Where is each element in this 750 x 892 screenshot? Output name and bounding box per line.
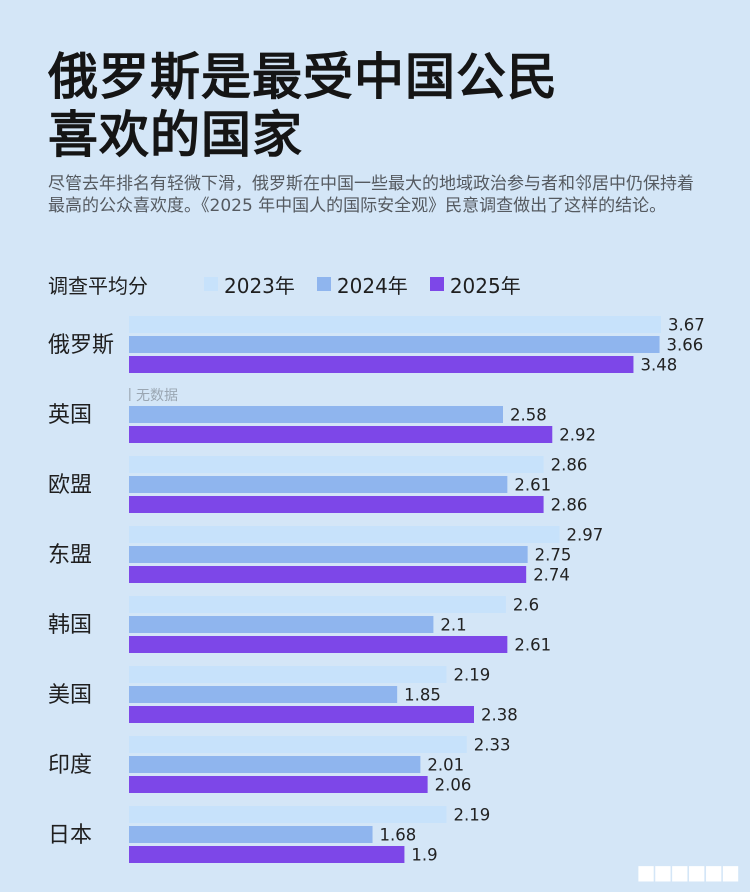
data-label: 2.86 <box>551 456 588 475</box>
bar-2025年 <box>129 566 527 583</box>
data-label: 2.19 <box>453 666 490 685</box>
legend-item-2023: 2023年 <box>204 270 295 299</box>
category-label: 俄罗斯 <box>48 333 114 358</box>
data-label: 2.75 <box>535 546 572 565</box>
legend-swatch-2024 <box>316 277 331 291</box>
data-label: 2.01 <box>427 756 464 775</box>
data-label: 1.85 <box>404 686 441 705</box>
no-data-marker <box>129 388 131 401</box>
bar-2023年 <box>129 736 467 753</box>
data-label: 2.97 <box>567 526 604 545</box>
data-label: 1.9 <box>411 846 437 865</box>
bar-2023年 <box>129 316 661 333</box>
data-label: 2.6 <box>513 596 539 615</box>
legend-swatch-2023 <box>204 277 218 291</box>
category-label: 东盟 <box>48 543 92 568</box>
title-line-1: 俄罗斯是最受中国公民 <box>48 48 558 106</box>
bar-2023年 <box>129 806 447 823</box>
data-label: 2.61 <box>514 476 551 495</box>
y-axis-label: 调查平均分 <box>48 273 148 298</box>
chart-subtitle: 尽管去年排名有轻微下滑，俄罗斯在中国一些最大的地域政治参与者和邻居中仍保持着最高… <box>48 174 694 216</box>
bar-2024年 <box>129 406 503 423</box>
bar-2024年 <box>129 476 508 493</box>
chart-title: 俄罗斯是最受中国公民 喜欢的国家 <box>48 48 558 164</box>
bar-2025年 <box>129 636 508 653</box>
data-label: 2.33 <box>474 736 511 755</box>
legend-item-2024: 2024年 <box>316 270 408 299</box>
data-label: 2.74 <box>533 566 570 585</box>
bar-chart: 俄罗斯3.673.663.48英国无数据2.582.92欧盟2.862.612.… <box>48 316 705 865</box>
bar-2023年 <box>129 596 506 613</box>
bar-2024年 <box>129 336 660 353</box>
category-label: 欧盟 <box>48 473 92 498</box>
bar-2024年 <box>129 686 398 703</box>
more-dots-icon[interactable]: ■■■■■■ <box>636 860 740 884</box>
data-label: 3.67 <box>668 316 705 335</box>
data-label: 2.86 <box>551 496 588 515</box>
data-label: 2.61 <box>514 636 551 655</box>
data-label: 2.1 <box>440 616 466 635</box>
bar-2023年 <box>129 456 544 473</box>
bar-2024年 <box>129 756 421 773</box>
category-label: 日本 <box>48 823 92 848</box>
category-label: 美国 <box>48 683 92 708</box>
data-label: 2.19 <box>453 806 490 825</box>
legend-label-2023: 2023年 <box>224 273 295 298</box>
bar-2024年 <box>129 826 373 843</box>
no-data-label: 无数据 <box>136 388 178 404</box>
data-label: 2.92 <box>559 426 596 445</box>
data-label: 1.68 <box>380 826 417 845</box>
bar-2024年 <box>129 546 528 563</box>
data-label: 2.38 <box>481 706 518 725</box>
legend-label-2024: 2024年 <box>336 273 408 298</box>
bar-2025年 <box>129 846 405 863</box>
category-label: 韩国 <box>48 613 92 638</box>
bar-2025年 <box>129 706 475 723</box>
bar-2024年 <box>129 616 434 633</box>
bar-2023年 <box>129 666 447 683</box>
data-label: 3.48 <box>640 356 677 375</box>
bar-2025年 <box>129 776 428 793</box>
data-label: 2.06 <box>435 776 472 795</box>
legend-swatch-2025 <box>429 277 444 291</box>
category-label: 英国 <box>48 403 92 428</box>
category-label: 印度 <box>48 753 92 778</box>
legend-label-2025: 2025年 <box>449 273 521 298</box>
bar-2025年 <box>129 426 553 443</box>
bar-2025年 <box>129 356 634 373</box>
title-line-2: 喜欢的国家 <box>48 106 303 164</box>
bar-2025年 <box>129 496 544 513</box>
bar-2023年 <box>129 526 560 543</box>
data-label: 2.58 <box>510 406 547 425</box>
legend: 调查平均分 2023年 2024年 2025年 <box>48 270 543 298</box>
data-label: 3.66 <box>667 336 704 355</box>
legend-item-2025: 2025年 <box>429 270 521 299</box>
